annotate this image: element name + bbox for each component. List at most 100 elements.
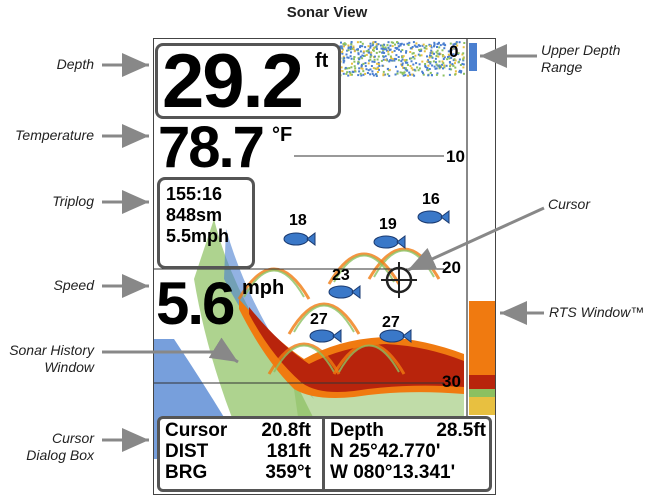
surface-clutter [382, 58, 385, 61]
surface-clutter [405, 59, 408, 61]
surface-clutter [454, 66, 457, 69]
depth-scale-30: 30 [442, 372, 461, 391]
surface-clutter [378, 68, 380, 71]
speed-value: 5.6 [156, 270, 235, 337]
surface-clutter [342, 72, 345, 75]
surface-clutter [371, 72, 374, 75]
surface-clutter [435, 73, 438, 76]
surface-clutter [450, 52, 452, 55]
surface-clutter [437, 55, 440, 58]
surface-clutter [346, 56, 349, 59]
surface-clutter [449, 64, 452, 67]
surface-clutter [454, 73, 457, 76]
surface-clutter [374, 73, 377, 76]
surface-clutter [436, 64, 439, 67]
surface-clutter [430, 55, 433, 58]
surface-clutter [443, 66, 446, 69]
speed-unit: mph [242, 277, 285, 299]
surface-clutter [412, 56, 415, 58]
surface-clutter [359, 41, 362, 43]
surface-clutter [375, 75, 378, 77]
surface-clutter [369, 73, 372, 76]
surface-clutter [341, 48, 344, 51]
surface-clutter [445, 64, 448, 67]
surface-clutter [401, 64, 404, 67]
surface-clutter [415, 42, 418, 45]
triplog-box [157, 177, 255, 269]
surface-clutter [424, 65, 427, 67]
surface-clutter [388, 68, 391, 71]
surface-clutter [352, 45, 355, 48]
fish-depth-label: 27 [310, 311, 328, 328]
surface-clutter [403, 67, 406, 69]
surface-clutter [442, 67, 444, 70]
surface-clutter [415, 62, 418, 65]
fish-depth-label: 16 [422, 191, 440, 208]
surface-clutter [460, 70, 463, 73]
surface-clutter [461, 62, 464, 65]
surface-clutter [459, 64, 462, 66]
surface-clutter [448, 73, 451, 76]
surface-clutter [436, 52, 439, 55]
depth-at-cursor-value: 28.5ft [436, 420, 486, 441]
fish-arch [273, 344, 335, 373]
surface-clutter [394, 43, 396, 46]
surface-clutter [377, 63, 380, 66]
surface-clutter [406, 42, 409, 45]
surface-clutter [449, 65, 451, 68]
sonar-screen[interactable]: 29.2 ft 78.7 °F 155:16 848sm 5.5mph 5.6 … [153, 38, 496, 495]
surface-clutter [458, 58, 461, 61]
surface-clutter [396, 47, 399, 50]
surface-clutter [401, 58, 404, 61]
surface-clutter [447, 53, 450, 56]
surface-clutter [395, 58, 398, 61]
surface-clutter [353, 56, 356, 58]
surface-clutter [462, 46, 465, 49]
surface-clutter [402, 66, 405, 69]
surface-clutter [356, 49, 359, 52]
surface-clutter [441, 60, 444, 63]
surface-clutter [463, 72, 465, 75]
surface-clutter [368, 59, 371, 62]
surface-clutter [393, 57, 396, 60]
brg-value: 359°t [265, 462, 311, 483]
surface-clutter [359, 72, 362, 75]
surface-clutter [417, 69, 420, 72]
fish-arch [327, 252, 401, 285]
surface-clutter [386, 44, 389, 47]
surface-clutter [371, 70, 374, 73]
surface-clutter [364, 65, 367, 68]
surface-clutter [376, 71, 379, 73]
surface-clutter [350, 41, 353, 43]
surface-clutter [424, 63, 427, 65]
surface-clutter [380, 59, 383, 62]
surface-clutter [341, 47, 344, 50]
surface-clutter [455, 41, 458, 44]
surface-clutter [346, 49, 349, 52]
surface-clutter [463, 42, 466, 44]
surface-clutter [447, 56, 449, 58]
surface-clutter [353, 65, 356, 68]
surface-clutter [370, 51, 373, 54]
surface-clutter [351, 47, 353, 50]
surface-clutter [433, 43, 436, 46]
surface-clutter [410, 67, 413, 70]
fish-tail-icon [306, 232, 316, 246]
triplog-distance: 848sm [166, 205, 223, 225]
surface-clutter [377, 67, 380, 70]
surface-clutter [362, 50, 365, 53]
surface-clutter [443, 43, 446, 46]
surface-clutter [452, 43, 455, 46]
surface-clutter [462, 58, 465, 61]
surface-clutter [446, 58, 449, 61]
surface-clutter [392, 58, 395, 61]
surface-clutter [462, 57, 465, 60]
surface-clutter [370, 65, 373, 67]
surface-clutter [357, 57, 360, 60]
surface-clutter [343, 45, 345, 48]
surface-clutter [357, 74, 360, 77]
surface-clutter [439, 44, 442, 47]
rts-band [469, 389, 495, 397]
surface-clutter [347, 46, 350, 49]
cursor-crosshair-icon[interactable] [381, 262, 417, 298]
